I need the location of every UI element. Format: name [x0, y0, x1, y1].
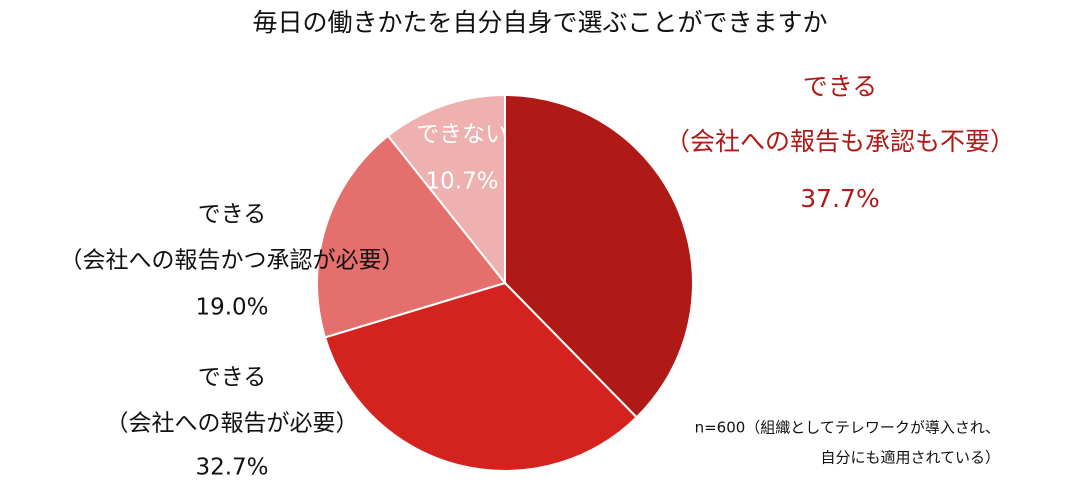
slice-label: できる [198, 365, 267, 391]
value-label: 37.7% [800, 184, 879, 213]
note: 自分にも適用されている） [820, 449, 1000, 467]
pie-slice [504, 93, 694, 419]
value-label: 19.0% [195, 295, 268, 321]
slice-label: （会社への報告が必要） [106, 411, 359, 437]
pie-slice [323, 281, 638, 472]
note: n=600（組織としてテレワークが導入され、 [695, 419, 1000, 437]
slice-label: できる [803, 72, 878, 101]
pie-slice [386, 93, 506, 286]
slice-label: できない [416, 122, 508, 148]
chart-title: 毎日の働きかたを自分自身で選ぶことができますか [252, 8, 827, 37]
value-label: 10.7% [425, 169, 498, 195]
pie-slice [316, 134, 507, 339]
slice-label: （会社への報告かつ承認が必要） [60, 248, 405, 274]
slice-label: （会社への報告も承認も不要） [665, 127, 1015, 156]
value-label: 32.7% [195, 455, 268, 481]
slice-label: できる [198, 202, 267, 228]
